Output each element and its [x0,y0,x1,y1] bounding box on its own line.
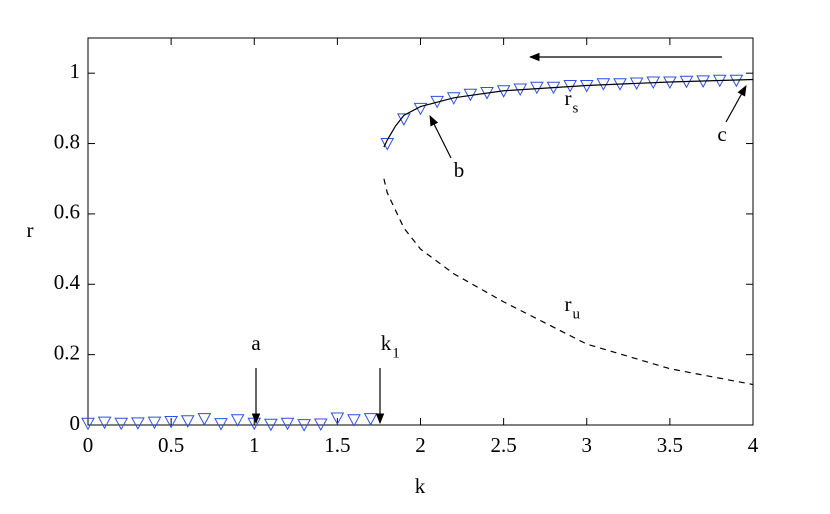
stable-branch [383,78,754,148]
marker [81,417,95,431]
marker [280,417,295,431]
annotation-subscript: 1 [392,345,400,361]
x-tick-label: 3.5 [657,433,683,457]
annotation: r [565,86,572,110]
marker [147,416,162,430]
y-tick-label: 0.6 [54,200,80,224]
annotation: b [454,158,465,182]
marker [380,138,395,151]
annotation-subscript: u [573,306,581,322]
marker [114,417,129,431]
x-tick-label: 3 [582,433,593,457]
y-tick-label: 0.8 [54,129,80,153]
annotation: a [251,331,261,355]
marker [131,417,145,430]
marker [363,413,378,426]
y-tick-label: 0.4 [54,270,81,294]
x-tick-label: 0 [83,433,94,457]
marker [297,419,311,432]
y-tick-label: 0 [70,411,81,435]
marker [230,414,245,427]
y-axis-label: r [27,218,34,242]
x-tick-label: 4 [748,433,759,457]
unstable-branch [383,178,754,386]
y-tick-label: 1 [70,59,81,83]
x-tick-label: 1 [249,433,260,457]
annotation: c [717,122,726,146]
y-tick-label: 0.2 [54,340,80,364]
annotation-arrow [429,115,452,159]
marker [530,81,544,95]
marker [264,418,278,432]
annotation: r [565,292,572,316]
marker [313,418,328,431]
plot-frame [87,37,754,426]
marker [180,415,195,428]
x-tick-label: 0.5 [158,433,184,457]
marker [197,413,212,426]
annotation-arrow [725,85,747,123]
marker [330,412,345,426]
x-axis-label: k [415,474,426,498]
marker [214,418,228,431]
annotation: k [381,331,392,355]
x-tick-label: 1.5 [324,433,350,457]
marker [97,416,112,430]
x-tick-label: 2 [415,433,426,457]
marker [729,74,744,88]
marker [164,415,178,429]
marker [347,414,361,427]
annotation-subscript: s [573,100,579,116]
x-tick-label: 2.5 [491,433,517,457]
